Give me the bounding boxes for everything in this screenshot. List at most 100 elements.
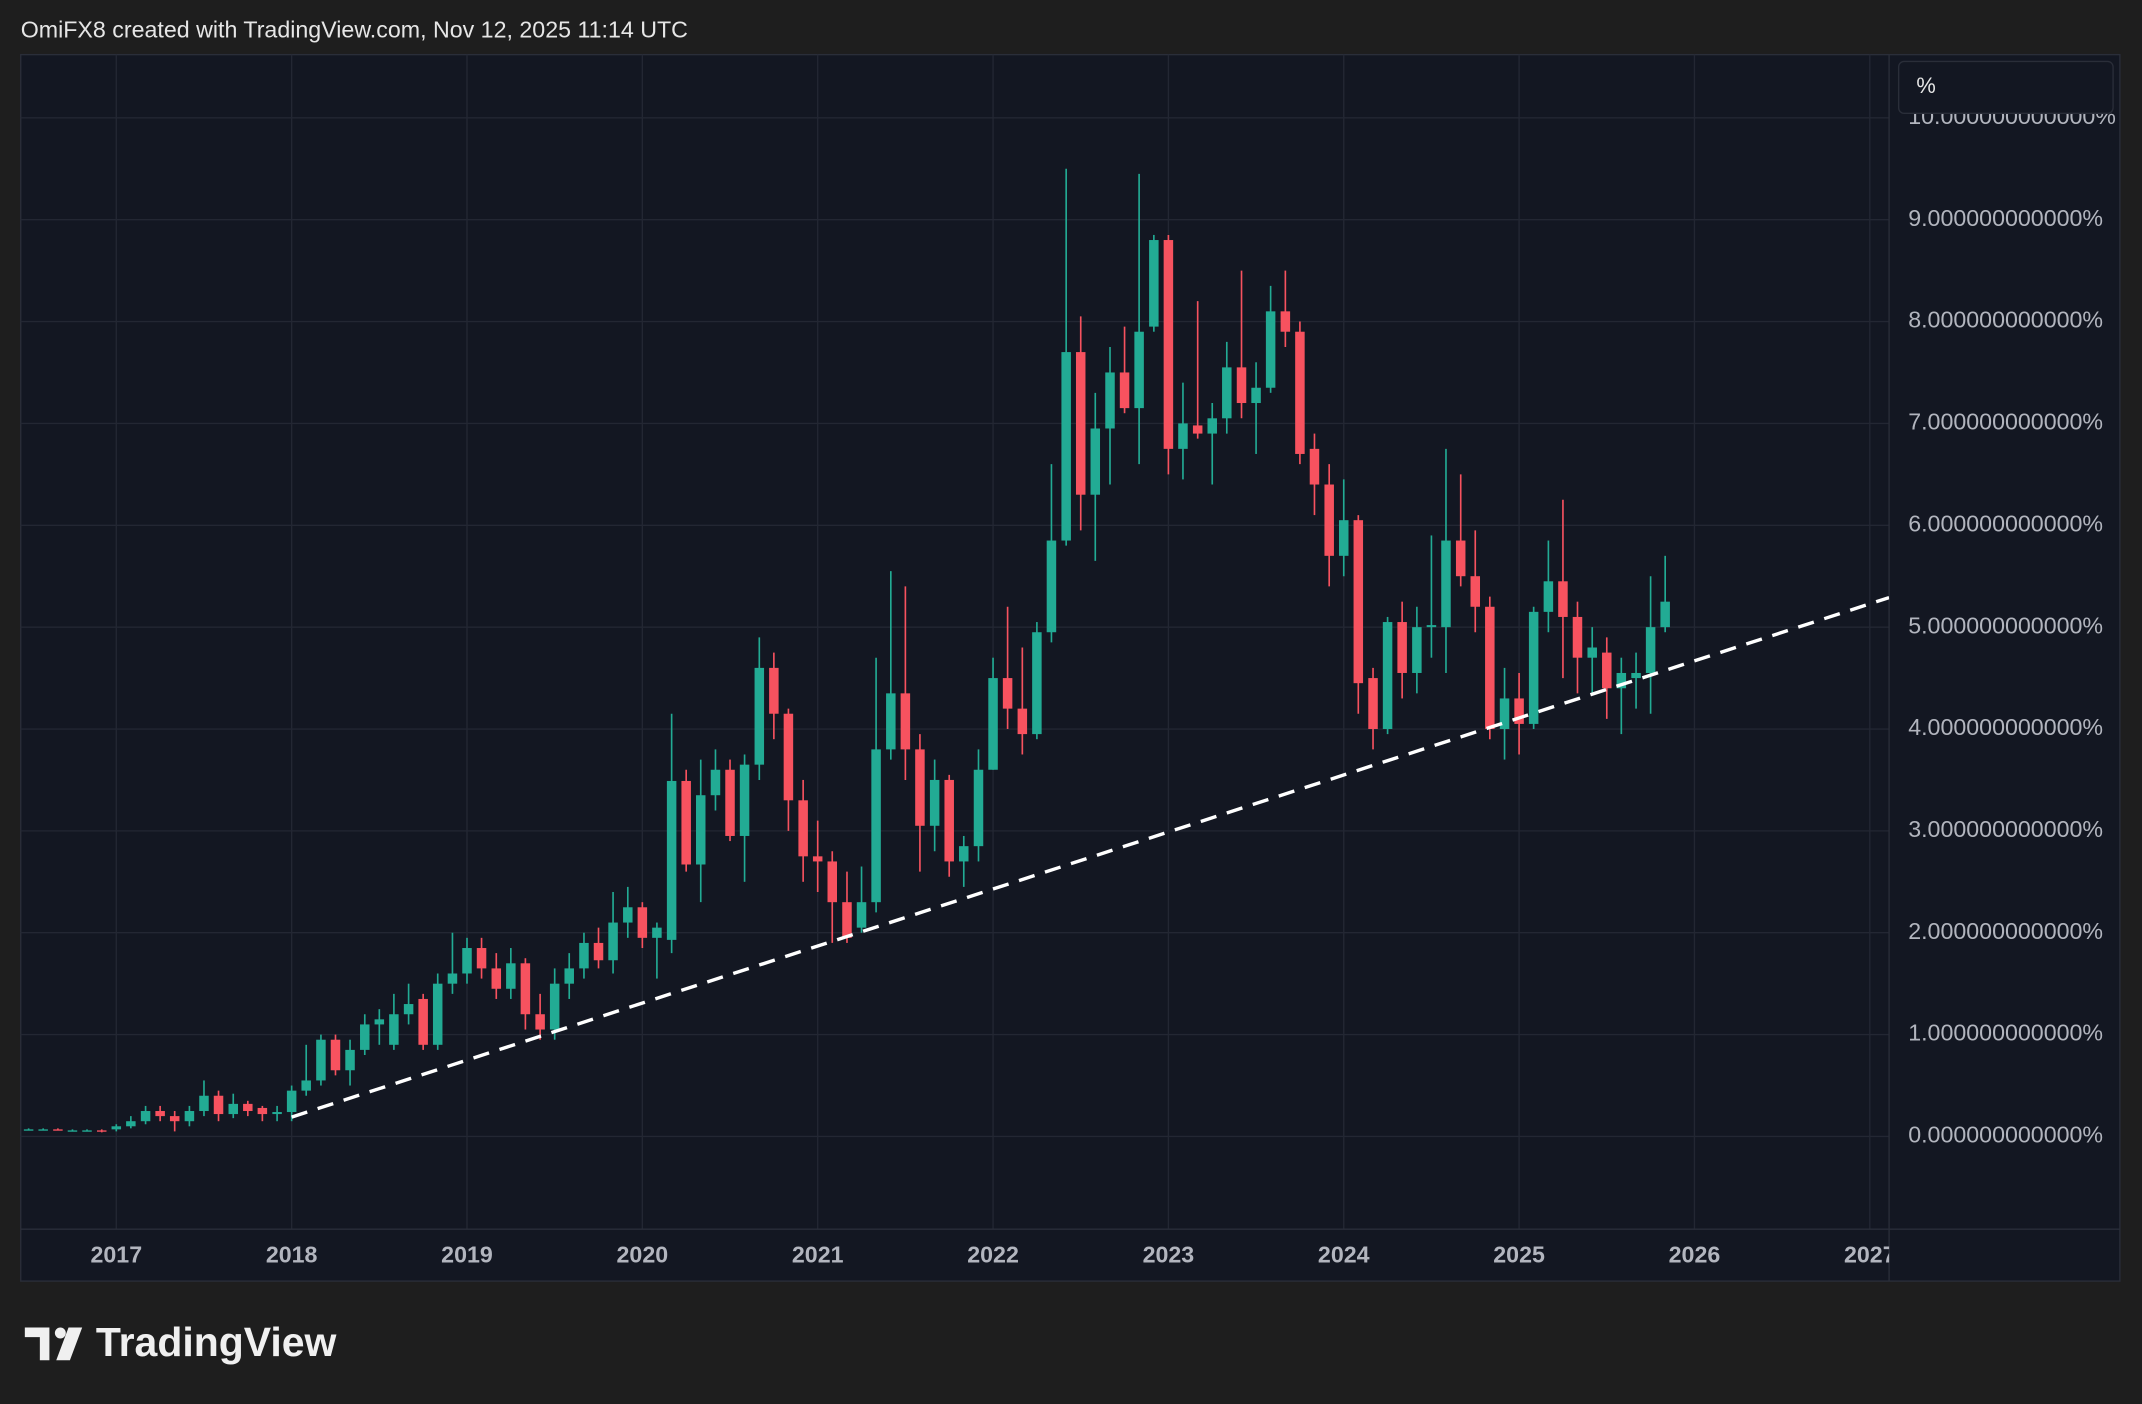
candle-body [1119,372,1130,409]
trendline [291,595,1890,1119]
candle-body [447,973,458,984]
x-tick-label: 2019 [441,1242,493,1268]
header: OmiFX8 created with TradingView.com, Nov… [21,17,688,43]
y-tick-label: 5.000000000000% [1908,612,2103,638]
candle-body [1090,428,1101,495]
candle-body [418,998,428,1045]
candle-body [666,780,677,940]
logo-mark [56,1327,83,1361]
candle-body [1368,678,1378,730]
candle-body [1543,581,1554,612]
candle-body [739,764,750,836]
time-axis: 2017 2018 2019 2020 2021 2022 2023 2024 2025 2026… [90,1242,1896,1268]
candle-body [1616,672,1627,689]
candle-body [1412,627,1422,673]
scale-button-label: % [1916,73,1935,98]
brand-logo [24,1327,83,1361]
scale-button[interactable] [1897,60,2114,115]
candle-body [257,1107,268,1115]
candle-body [623,907,633,923]
candle-body [228,1103,239,1115]
candle-body [842,902,852,938]
y-tick-label: 6.000000000000% [1908,510,2103,536]
candle-body [1002,678,1013,709]
candle-body [53,1129,63,1131]
candle-body [286,1090,297,1113]
x-tick-label: 2025 [1493,1242,1545,1268]
y-tick-label: 0.000000000000% [1908,1122,2103,1148]
candle-body [754,667,765,765]
candle-body [213,1095,224,1115]
candle-body [1149,240,1159,327]
candle-body [1207,418,1217,434]
candle-body [1309,448,1320,485]
candle-body [1236,367,1247,404]
candle-body [403,1004,414,1015]
candle-body [1558,581,1568,617]
candle-body [1163,240,1174,449]
candle-body [652,927,662,938]
candle-body [564,968,574,984]
candle-body [1251,387,1261,404]
candle-body [1660,601,1670,628]
x-tick-label: 2020 [617,1242,669,1268]
y-tick-label: 8.000000000000% [1908,307,2103,333]
candle-body [1134,331,1144,409]
y-tick-label: 3.000000000000% [1908,816,2103,842]
candle-body [23,1129,34,1131]
candle-body [360,1024,370,1050]
candle-body [1075,352,1086,495]
x-tick-label: 2021 [792,1242,844,1268]
candle-body [199,1095,209,1112]
candle-body [886,693,896,750]
candle-body [1572,616,1583,658]
logo-mark [54,1327,66,1339]
x-tick-label: 2018 [266,1242,318,1268]
candle-body [272,1112,282,1115]
y-tick-label: 9.000000000000% [1908,205,2103,231]
candle-body [140,1111,151,1122]
brand: TradingView [96,1319,337,1365]
candle-body [462,948,472,974]
candle-body [301,1080,311,1091]
candle-body [988,678,998,770]
price-axis: 0.000000000000% 1.000000000000% 2.00000000… [1908,103,2116,1148]
candle-body [506,963,516,989]
candle-body [1265,311,1276,388]
y-tick-label: 4.000000000000% [1908,714,2103,740]
candle-body [973,769,984,847]
candle-body [827,861,838,903]
candle-body [96,1130,107,1132]
candle-body [1455,540,1466,577]
candle-body [491,968,502,989]
candle-body [67,1130,78,1132]
candle-body [1470,576,1481,607]
candle-body [812,856,823,862]
plot [23,168,1890,1133]
candle-body [243,1103,253,1112]
candle-body [681,780,691,865]
candle-body [695,795,706,865]
candle-body [900,693,911,750]
x-tick-label: 2024 [1318,1242,1370,1268]
candle-body [637,907,648,938]
candle-body [1192,425,1203,434]
candle-body [710,769,721,796]
candle-body [330,1039,341,1071]
chart-panel [20,53,2121,1282]
candle-body [1397,622,1407,673]
x-tick-label: 2027 [1844,1242,1896,1268]
x-tick-label: 2023 [1143,1242,1195,1268]
candle-body [520,963,531,1015]
candle-body [579,942,589,969]
x-tick-label: 2026 [1669,1242,1721,1268]
candle-body [1499,698,1510,730]
candle-body [345,1049,355,1071]
candle-body [1280,311,1291,332]
candle-body [38,1129,48,1131]
candle-body [871,749,881,903]
candle-body [1046,540,1057,633]
candle-body [1295,331,1305,454]
candle-body [1017,708,1028,735]
